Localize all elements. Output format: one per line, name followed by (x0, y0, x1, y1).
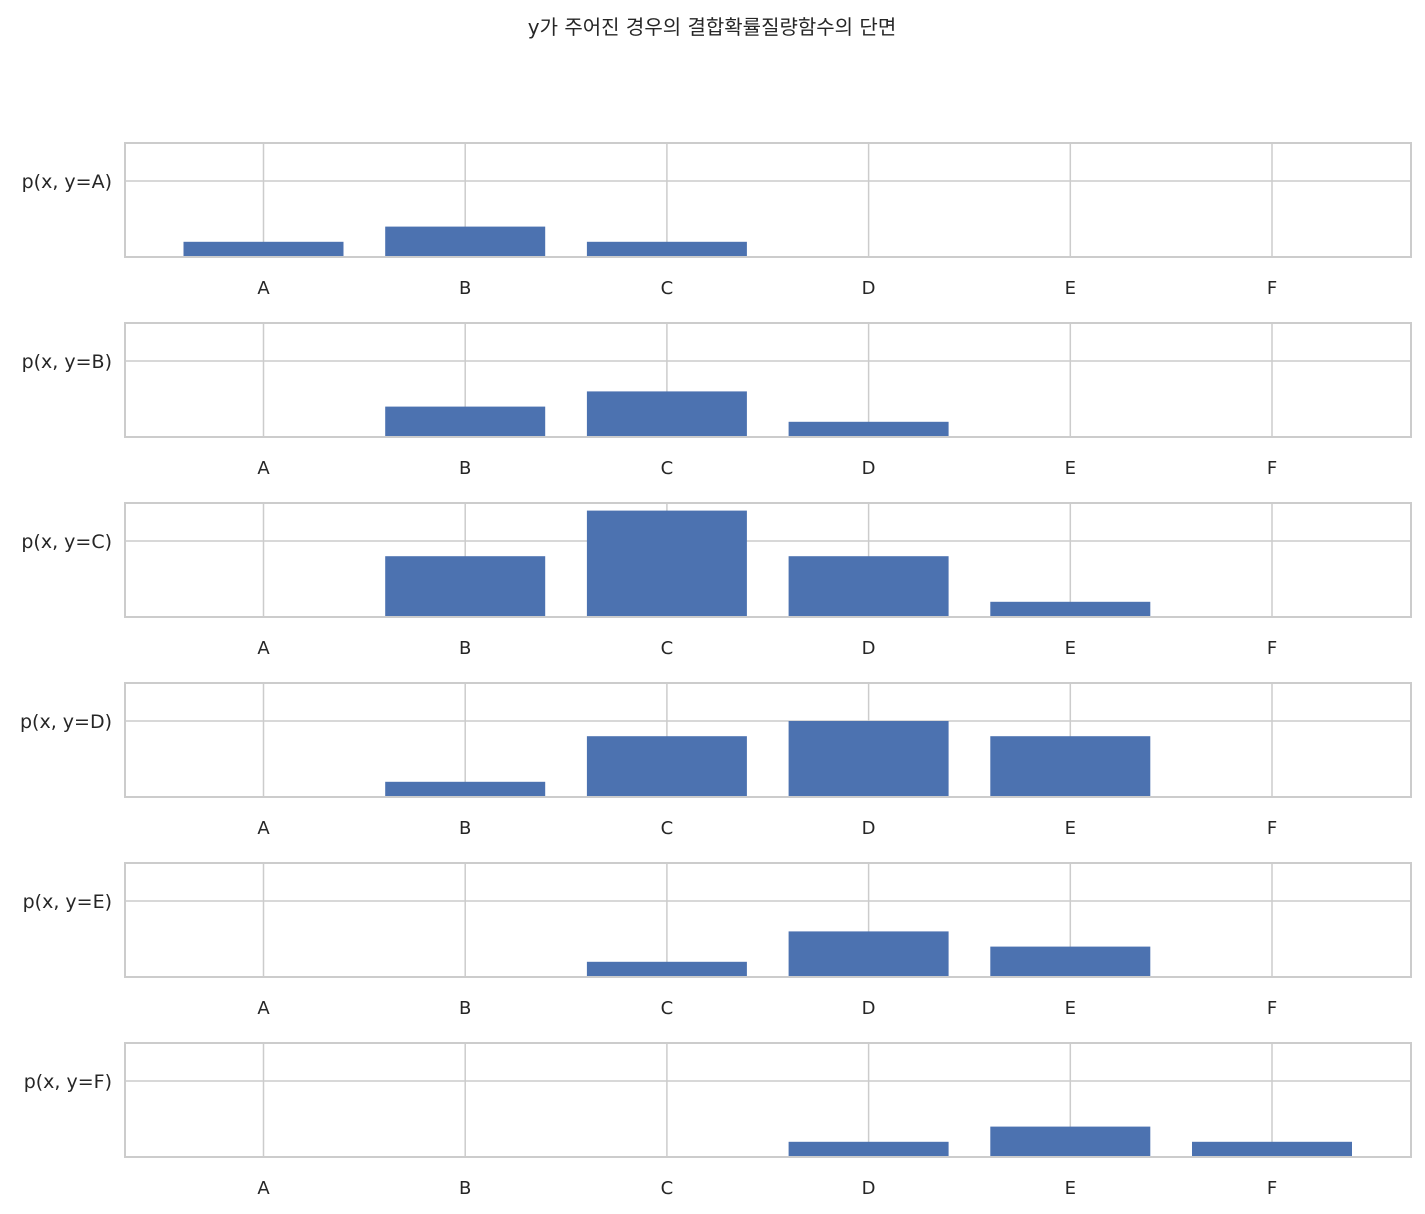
axes-frame (124, 142, 1412, 258)
y-axis-label: p(x, y=E) (23, 891, 112, 913)
x-tick-label: F (1267, 638, 1277, 659)
x-tick-label: B (459, 818, 471, 839)
x-tick-label: D (862, 998, 876, 1019)
x-tick-label: C (661, 458, 674, 479)
bar-c (586, 510, 747, 617)
x-tick-label: A (257, 1178, 270, 1199)
bar-b (385, 226, 546, 257)
chart-title: y가 주어진 경우의 결합확률질량함수의 단면 (528, 15, 896, 39)
bar-b (385, 406, 546, 437)
bar-d (788, 421, 949, 437)
x-tick-label: D (862, 458, 876, 479)
bar-d (788, 931, 949, 977)
x-tick-label: C (661, 998, 674, 1019)
x-tick-label: E (1065, 818, 1076, 839)
x-tick-label: C (661, 638, 674, 659)
bar-d (788, 721, 949, 797)
bar-c (586, 961, 747, 977)
x-tick-label: A (257, 458, 270, 479)
x-tick-label: F (1267, 818, 1277, 839)
x-tick-label: B (459, 458, 471, 479)
x-tick-label: C (661, 278, 674, 299)
x-tick-label: F (1267, 278, 1277, 299)
bar-e (990, 736, 1151, 797)
x-tick-label: D (862, 818, 876, 839)
axes-frame (124, 862, 1412, 978)
x-tick-label: E (1065, 998, 1076, 1019)
y-axis-label: p(x, y=A) (22, 171, 112, 193)
x-tick-label: C (661, 818, 674, 839)
x-tick-label: E (1065, 1178, 1076, 1199)
x-tick-label: D (862, 638, 876, 659)
bar-d (788, 1141, 949, 1157)
axes-frame (124, 682, 1412, 798)
panel-a: A B C D E Fp(x, y=A) (22, 142, 1412, 299)
x-tick-label: E (1065, 638, 1076, 659)
bar-e (990, 946, 1151, 977)
axes-frame (124, 1042, 1412, 1158)
bar-e (990, 601, 1151, 617)
x-tick-label: A (257, 278, 270, 299)
x-tick-label: D (862, 1178, 876, 1199)
panel-b: A B C D E Fp(x, y=B) (22, 322, 1412, 479)
panel-e: A B C D E Fp(x, y=E) (23, 862, 1412, 1019)
axes-frame (124, 322, 1412, 438)
y-axis-label: p(x, y=B) (22, 351, 112, 373)
panels: A B C D E Fp(x, y=A) A B C D E Fp(x, y=B) A B C D E Fp(x,… (20, 142, 1412, 1199)
bar-e (990, 1126, 1151, 1157)
axes-frame (124, 502, 1412, 618)
y-axis-label: p(x, y=C) (21, 531, 112, 553)
panel-c: A B C D E Fp(x, y=C) (21, 502, 1412, 659)
x-tick-label: B (459, 1178, 471, 1199)
x-tick-label: C (661, 1178, 674, 1199)
x-tick-label: B (459, 998, 471, 1019)
bar-a (183, 241, 344, 257)
bar-b (385, 556, 546, 617)
bar-d (788, 556, 949, 617)
x-tick-label: B (459, 638, 471, 659)
x-tick-label: A (257, 818, 270, 839)
x-tick-label: A (257, 998, 270, 1019)
y-axis-label: p(x, y=F) (24, 1071, 112, 1093)
x-tick-label: F (1267, 998, 1277, 1019)
x-tick-label: E (1065, 278, 1076, 299)
x-tick-label: D (862, 278, 876, 299)
bar-c (586, 736, 747, 797)
x-tick-label: F (1267, 458, 1277, 479)
bar-c (586, 241, 747, 257)
bar-c (586, 391, 747, 437)
bar-f (1192, 1141, 1352, 1157)
panel-d: A B C D E Fp(x, y=D) (20, 682, 1412, 839)
x-tick-label: B (459, 278, 471, 299)
panel-f: A B C D E Fp(x, y=F) (24, 1042, 1412, 1199)
x-tick-label: A (257, 638, 270, 659)
y-axis-label: p(x, y=D) (20, 711, 112, 733)
bar-b (385, 781, 546, 797)
x-tick-label: F (1267, 1178, 1277, 1199)
x-tick-label: E (1065, 458, 1076, 479)
